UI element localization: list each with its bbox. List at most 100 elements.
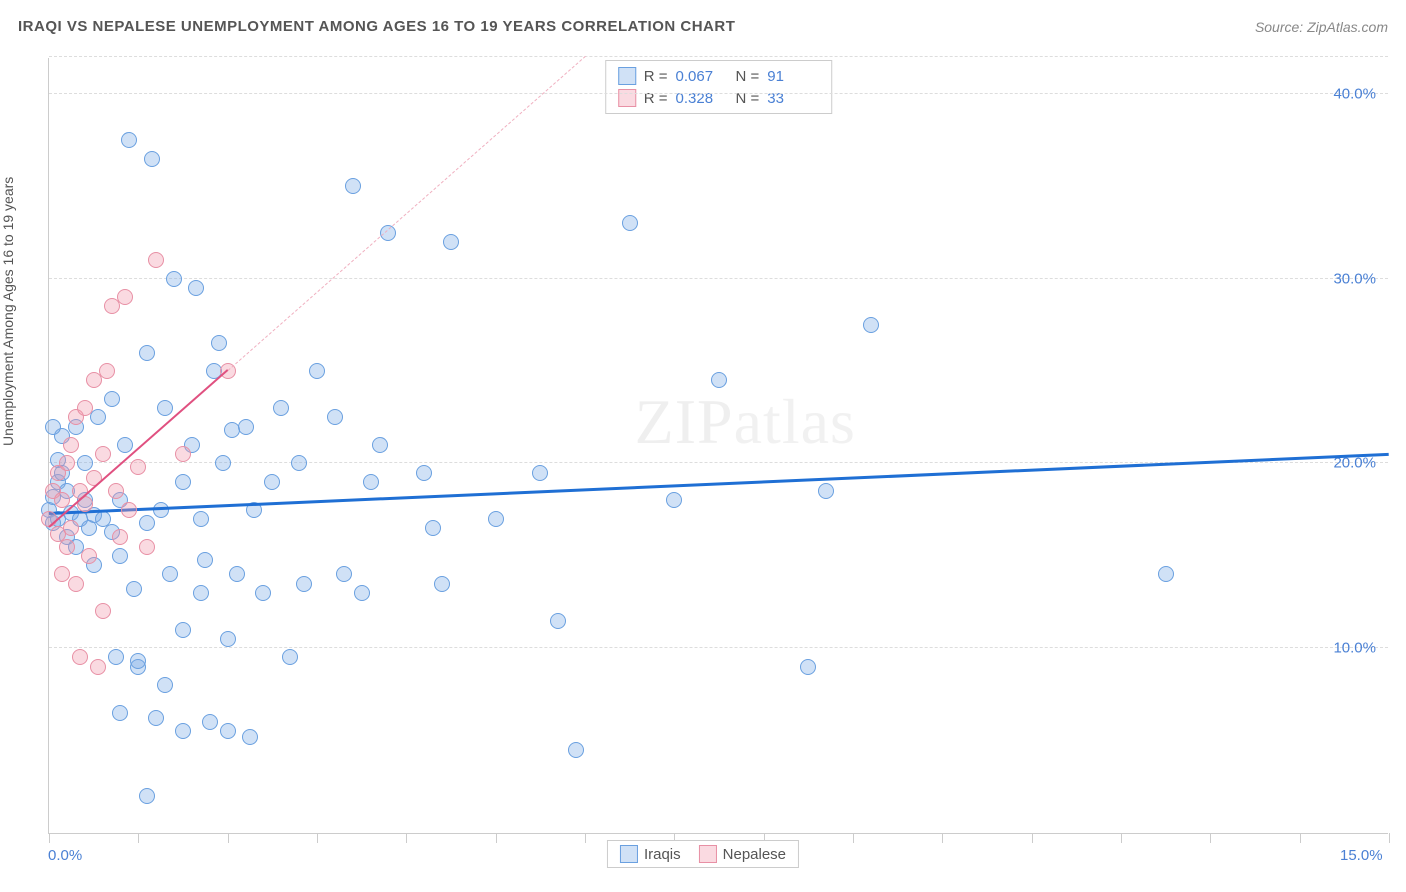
- data-point: [309, 363, 325, 379]
- data-point: [121, 502, 137, 518]
- data-point: [363, 474, 379, 490]
- data-point: [117, 289, 133, 305]
- x-tick: [1300, 833, 1301, 843]
- x-tick: [317, 833, 318, 843]
- data-point: [175, 474, 191, 490]
- x-tick: [49, 833, 50, 843]
- y-tick-label: 40.0%: [1333, 85, 1376, 102]
- data-point: [666, 492, 682, 508]
- data-point: [818, 483, 834, 499]
- data-point: [425, 520, 441, 536]
- legend-swatch: [699, 845, 717, 863]
- legend-item: Nepalese: [699, 845, 786, 863]
- legend-label: Nepalese: [723, 846, 786, 863]
- data-point: [345, 178, 361, 194]
- data-point: [336, 566, 352, 582]
- data-point: [148, 252, 164, 268]
- data-point: [54, 492, 70, 508]
- x-tick: [942, 833, 943, 843]
- legend-item: Iraqis: [620, 845, 681, 863]
- gridline: [49, 93, 1388, 94]
- data-point: [175, 622, 191, 638]
- data-point: [568, 742, 584, 758]
- data-point: [117, 437, 133, 453]
- data-point: [95, 446, 111, 462]
- legend-bottom: Iraqis Nepalese: [607, 840, 799, 868]
- data-point: [59, 539, 75, 555]
- stat-n-value: 91: [767, 68, 819, 85]
- data-point: [121, 132, 137, 148]
- gridline: [49, 647, 1388, 648]
- data-point: [90, 409, 106, 425]
- data-point: [77, 400, 93, 416]
- data-point: [229, 566, 245, 582]
- x-tick: [1032, 833, 1033, 843]
- data-point: [162, 566, 178, 582]
- y-axis-label: Unemployment Among Ages 16 to 19 years: [0, 177, 16, 446]
- data-point: [144, 151, 160, 167]
- data-point: [327, 409, 343, 425]
- data-point: [202, 714, 218, 730]
- y-tick-label: 30.0%: [1333, 270, 1376, 287]
- gridline: [49, 56, 1388, 57]
- data-point: [59, 455, 75, 471]
- source-label: Source: ZipAtlas.com: [1255, 19, 1388, 35]
- x-tick: [1389, 833, 1390, 843]
- data-point: [443, 234, 459, 250]
- data-point: [157, 677, 173, 693]
- x-tick: [496, 833, 497, 843]
- data-point: [372, 437, 388, 453]
- data-point: [77, 455, 93, 471]
- data-point: [139, 788, 155, 804]
- data-point: [157, 400, 173, 416]
- x-tick: [228, 833, 229, 843]
- data-point: [139, 539, 155, 555]
- data-point: [104, 391, 120, 407]
- x-tick: [1210, 833, 1211, 843]
- data-point: [126, 581, 142, 597]
- x-tick: [853, 833, 854, 843]
- data-point: [72, 649, 88, 665]
- watermark-thin: atlas: [734, 386, 856, 457]
- trend-line: [227, 56, 585, 371]
- data-point: [863, 317, 879, 333]
- watermark: ZIPatlas: [635, 385, 856, 459]
- data-point: [711, 372, 727, 388]
- data-point: [354, 585, 370, 601]
- data-point: [434, 576, 450, 592]
- data-point: [108, 483, 124, 499]
- data-point: [264, 474, 280, 490]
- data-point: [296, 576, 312, 592]
- legend-swatch: [618, 89, 636, 107]
- data-point: [622, 215, 638, 231]
- legend-swatch: [620, 845, 638, 863]
- data-point: [175, 446, 191, 462]
- legend-swatch: [618, 67, 636, 85]
- data-point: [139, 515, 155, 531]
- data-point: [63, 520, 79, 536]
- data-point: [45, 419, 61, 435]
- header: IRAQI VS NEPALESE UNEMPLOYMENT AMONG AGE…: [18, 18, 1388, 35]
- watermark-bold: ZIP: [635, 386, 734, 457]
- data-point: [148, 710, 164, 726]
- data-point: [130, 459, 146, 475]
- legend-stats-row: R =0.328N =33: [614, 87, 824, 109]
- data-point: [90, 659, 106, 675]
- legend-stats-row: R =0.067N =91: [614, 65, 824, 87]
- data-point: [95, 603, 111, 619]
- data-point: [550, 613, 566, 629]
- stat-r-value: 0.067: [676, 68, 728, 85]
- data-point: [175, 723, 191, 739]
- data-point: [193, 585, 209, 601]
- data-point: [291, 455, 307, 471]
- data-point: [112, 705, 128, 721]
- data-point: [112, 529, 128, 545]
- data-point: [81, 548, 97, 564]
- stat-label: R =: [644, 68, 668, 85]
- data-point: [255, 585, 271, 601]
- chart-title: IRAQI VS NEPALESE UNEMPLOYMENT AMONG AGE…: [18, 18, 735, 35]
- gridline: [49, 278, 1388, 279]
- data-point: [238, 419, 254, 435]
- data-point: [282, 649, 298, 665]
- x-tick-label: 0.0%: [48, 847, 82, 864]
